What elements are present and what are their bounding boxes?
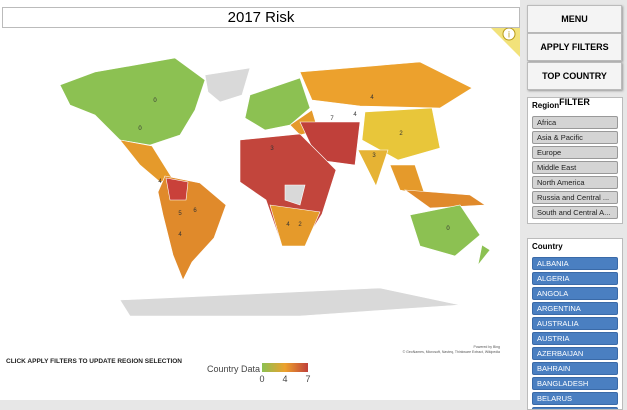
slicer-item[interactable]: North America	[532, 176, 618, 189]
slicer-item[interactable]: BELARUS	[532, 392, 618, 405]
slicer-item[interactable]: AUSTRIA	[532, 332, 618, 345]
legend-scale-label: 0	[259, 374, 264, 384]
footer-note: CLICK APPLY FILTERS TO UPDATE REGION SEL…	[6, 358, 182, 365]
map-label: 4	[353, 112, 357, 118]
country-slicer: Country ALBANIA ALGERIA ANGOLA ARGENTINA AUS…	[527, 238, 623, 410]
map-label: 0	[446, 226, 450, 232]
map-label: 3	[270, 146, 274, 152]
map-label: 3	[372, 153, 376, 159]
map-credit: Powered by Bing	[474, 345, 501, 349]
button[interactable]: APPLY FILTERS	[527, 33, 622, 61]
map-label: 4	[370, 95, 374, 101]
slicer-item[interactable]: Asia & Pacific	[532, 131, 618, 144]
slicer-item[interactable]: ALGERIA	[532, 272, 618, 285]
slicer-item[interactable]: ARGENTINA	[532, 302, 618, 315]
map-label: 0	[153, 98, 157, 104]
legend-scale-label: 7	[305, 374, 310, 384]
map-labels: 0 0 4 2 3 4 5 4 6 4 2 0 4 7 3	[138, 95, 450, 238]
slicer-item[interactable]: ALBANIA	[532, 257, 618, 270]
slicer-item[interactable]: AZERBAIJAN	[532, 347, 618, 360]
map-label: 5	[178, 211, 182, 217]
map-panel: i 0 0 4 2 3 4 5 4 6 4 2 0 4 7 3 Powered by Bing © GeoN…	[0, 0, 520, 400]
button[interactable]: TOP COUNTRY FILTER	[527, 62, 622, 107]
world-map	[59, 57, 491, 317]
info-icon-glyph: i	[508, 30, 510, 40]
region-slicer: Region Africa Asia & Pacific Europe Middle …	[527, 97, 623, 224]
slicer-item[interactable]: BANGLADESH	[532, 377, 618, 390]
map: i 0 0 4 2 3 4 5 4 6 4 2 0 4 7 3 Powered by Bing © GeoN…	[6, 27, 520, 384]
map-label: 0	[138, 126, 142, 132]
button[interactable]: MENU	[527, 5, 622, 33]
info-icon[interactable]	[502, 27, 516, 41]
legend-gradient	[262, 363, 308, 372]
map-label: 2	[298, 222, 302, 228]
slicer-item[interactable]: AUSTRALIA	[532, 317, 618, 330]
slicer-item[interactable]: ANGOLA	[532, 287, 618, 300]
slicer-item[interactable]: Africa	[532, 116, 618, 129]
map-label: 4	[158, 179, 162, 185]
legend-scale-label: 4	[282, 374, 287, 384]
title: 2017 Risk	[2, 7, 520, 28]
map-label: 6	[193, 208, 197, 214]
slicer-item[interactable]: BAHRAIN	[532, 362, 618, 375]
map-label: 2	[399, 131, 403, 137]
legend-title: Country Data	[207, 364, 260, 374]
slicer-item[interactable]: Middle East	[532, 161, 618, 174]
map-credit: © GeoNames, Microsoft, Navteq, Thinkware…	[403, 350, 500, 354]
map-label: 4	[178, 232, 182, 238]
map-label: 7	[330, 116, 334, 122]
slicer-item[interactable]: Europe	[532, 146, 618, 159]
slicer-item[interactable]: South and Central A...	[532, 206, 618, 219]
slicer-item[interactable]: Russia and Central ...	[532, 191, 618, 204]
slicer-title: Country	[532, 242, 563, 251]
map-label: 4	[286, 222, 290, 228]
slicer-title: Region	[532, 101, 560, 110]
legend-scale: 0 4 7	[259, 374, 310, 384]
